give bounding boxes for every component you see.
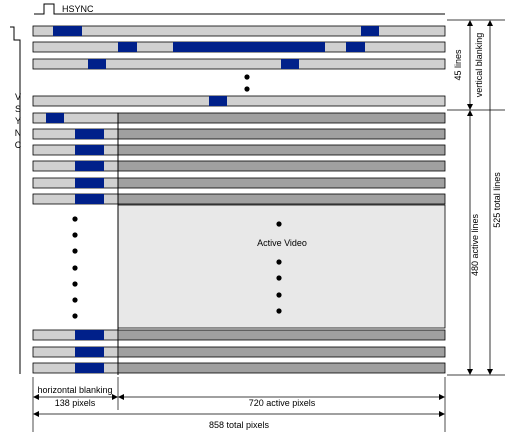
ellipsis-dot [72,232,78,238]
ellipsis-dot [72,281,78,287]
hsync-waveform [34,3,445,15]
ellipsis-dot [276,259,282,265]
vertical-blanking-label: vertical blanking [474,33,484,98]
line-active-part [117,346,446,358]
arrow-left-icon [33,394,39,400]
sync-pulse [53,26,82,36]
sync-pulse [75,145,104,155]
active-video-region [117,204,446,329]
arrow-up-icon [487,20,493,26]
ellipsis-dot [72,313,78,319]
blanking-line [32,25,446,37]
line-active-part [117,329,446,341]
sync-pulse [75,129,104,139]
arrow-left-icon [33,411,39,417]
sync-pulse [361,26,379,36]
sync-pulse [75,194,104,204]
active-video-label: Active Video [257,238,307,248]
sync-pulse [118,42,137,52]
vsync-label: V S Y N C [15,92,22,150]
vsync-letter: Y [15,116,21,126]
ellipsis-dot [72,248,78,254]
ellipsis-dot [276,275,282,281]
total-pixels-label: 858 total pixels [209,420,270,430]
sync-pulse [281,59,299,69]
sync-pulse [75,161,104,171]
horizontal-blanking-label: horizontal blanking [37,385,112,395]
sync-pulse [75,330,104,340]
blanking-line [32,58,446,70]
vertical-blanking-lines [32,25,446,107]
ellipsis-dot [72,265,78,271]
arrow-down-icon [487,369,493,375]
arrow-right-icon [112,394,118,400]
blanking-line [32,95,446,107]
sync-pulse [346,42,365,52]
line-active-part [117,128,446,140]
active-pixels-label: 720 active pixels [249,398,316,408]
arrow-up-icon [467,110,473,116]
active-lines-bottom [32,329,446,374]
sync-pulse [75,347,104,357]
vsync-letter: V [15,92,21,102]
ellipsis-dot [276,292,282,298]
sync-pulse [173,42,325,52]
sync-pulse [75,178,104,188]
line-active-part [117,112,446,124]
arrow-up-icon [467,20,473,26]
arrow-down-icon [467,104,473,110]
ellipsis-dot [276,221,282,227]
ellipsis-dot [72,216,78,222]
vertical-blanking-lines-label: 45 lines [453,49,463,81]
horizontal-dimensions: horizontal blanking 138 pixels 720 activ… [32,377,446,432]
line-blanking-part [32,112,119,124]
blanking-pixels-label: 138 pixels [55,398,96,408]
vsync-letter: S [15,104,21,114]
ellipsis-dot [72,297,78,303]
hsync-label: HSYNC [62,4,94,14]
arrow-right-icon [439,394,445,400]
line-active-part [117,144,446,156]
line-active-part [117,177,446,189]
sync-pulse [88,59,106,69]
ellipsis-dot [244,86,250,92]
vsync-letter: N [15,128,22,138]
active-lines-top [32,112,446,205]
center-ellipsis [276,221,282,314]
line-active-part [117,160,446,172]
sync-pulse [209,96,227,106]
ellipsis-dot [244,74,250,80]
line-active-part [117,362,446,374]
vsync-letter: C [15,140,22,150]
vsync-waveform [10,26,21,374]
ellipsis-dot [276,308,282,314]
sync-pulse [75,363,104,373]
arrow-right-icon [439,411,445,417]
sync-pulse [46,113,64,123]
arrow-down-icon [467,369,473,375]
active-lines-label: 480 active lines [470,213,480,276]
left-ellipsis [72,216,78,319]
total-lines-label: 525 total lines [492,172,502,228]
vertical-dimensions: 45 lines vertical blanking 480 active li… [447,19,505,376]
arrow-left-icon [118,394,124,400]
line-active-part [117,193,446,205]
